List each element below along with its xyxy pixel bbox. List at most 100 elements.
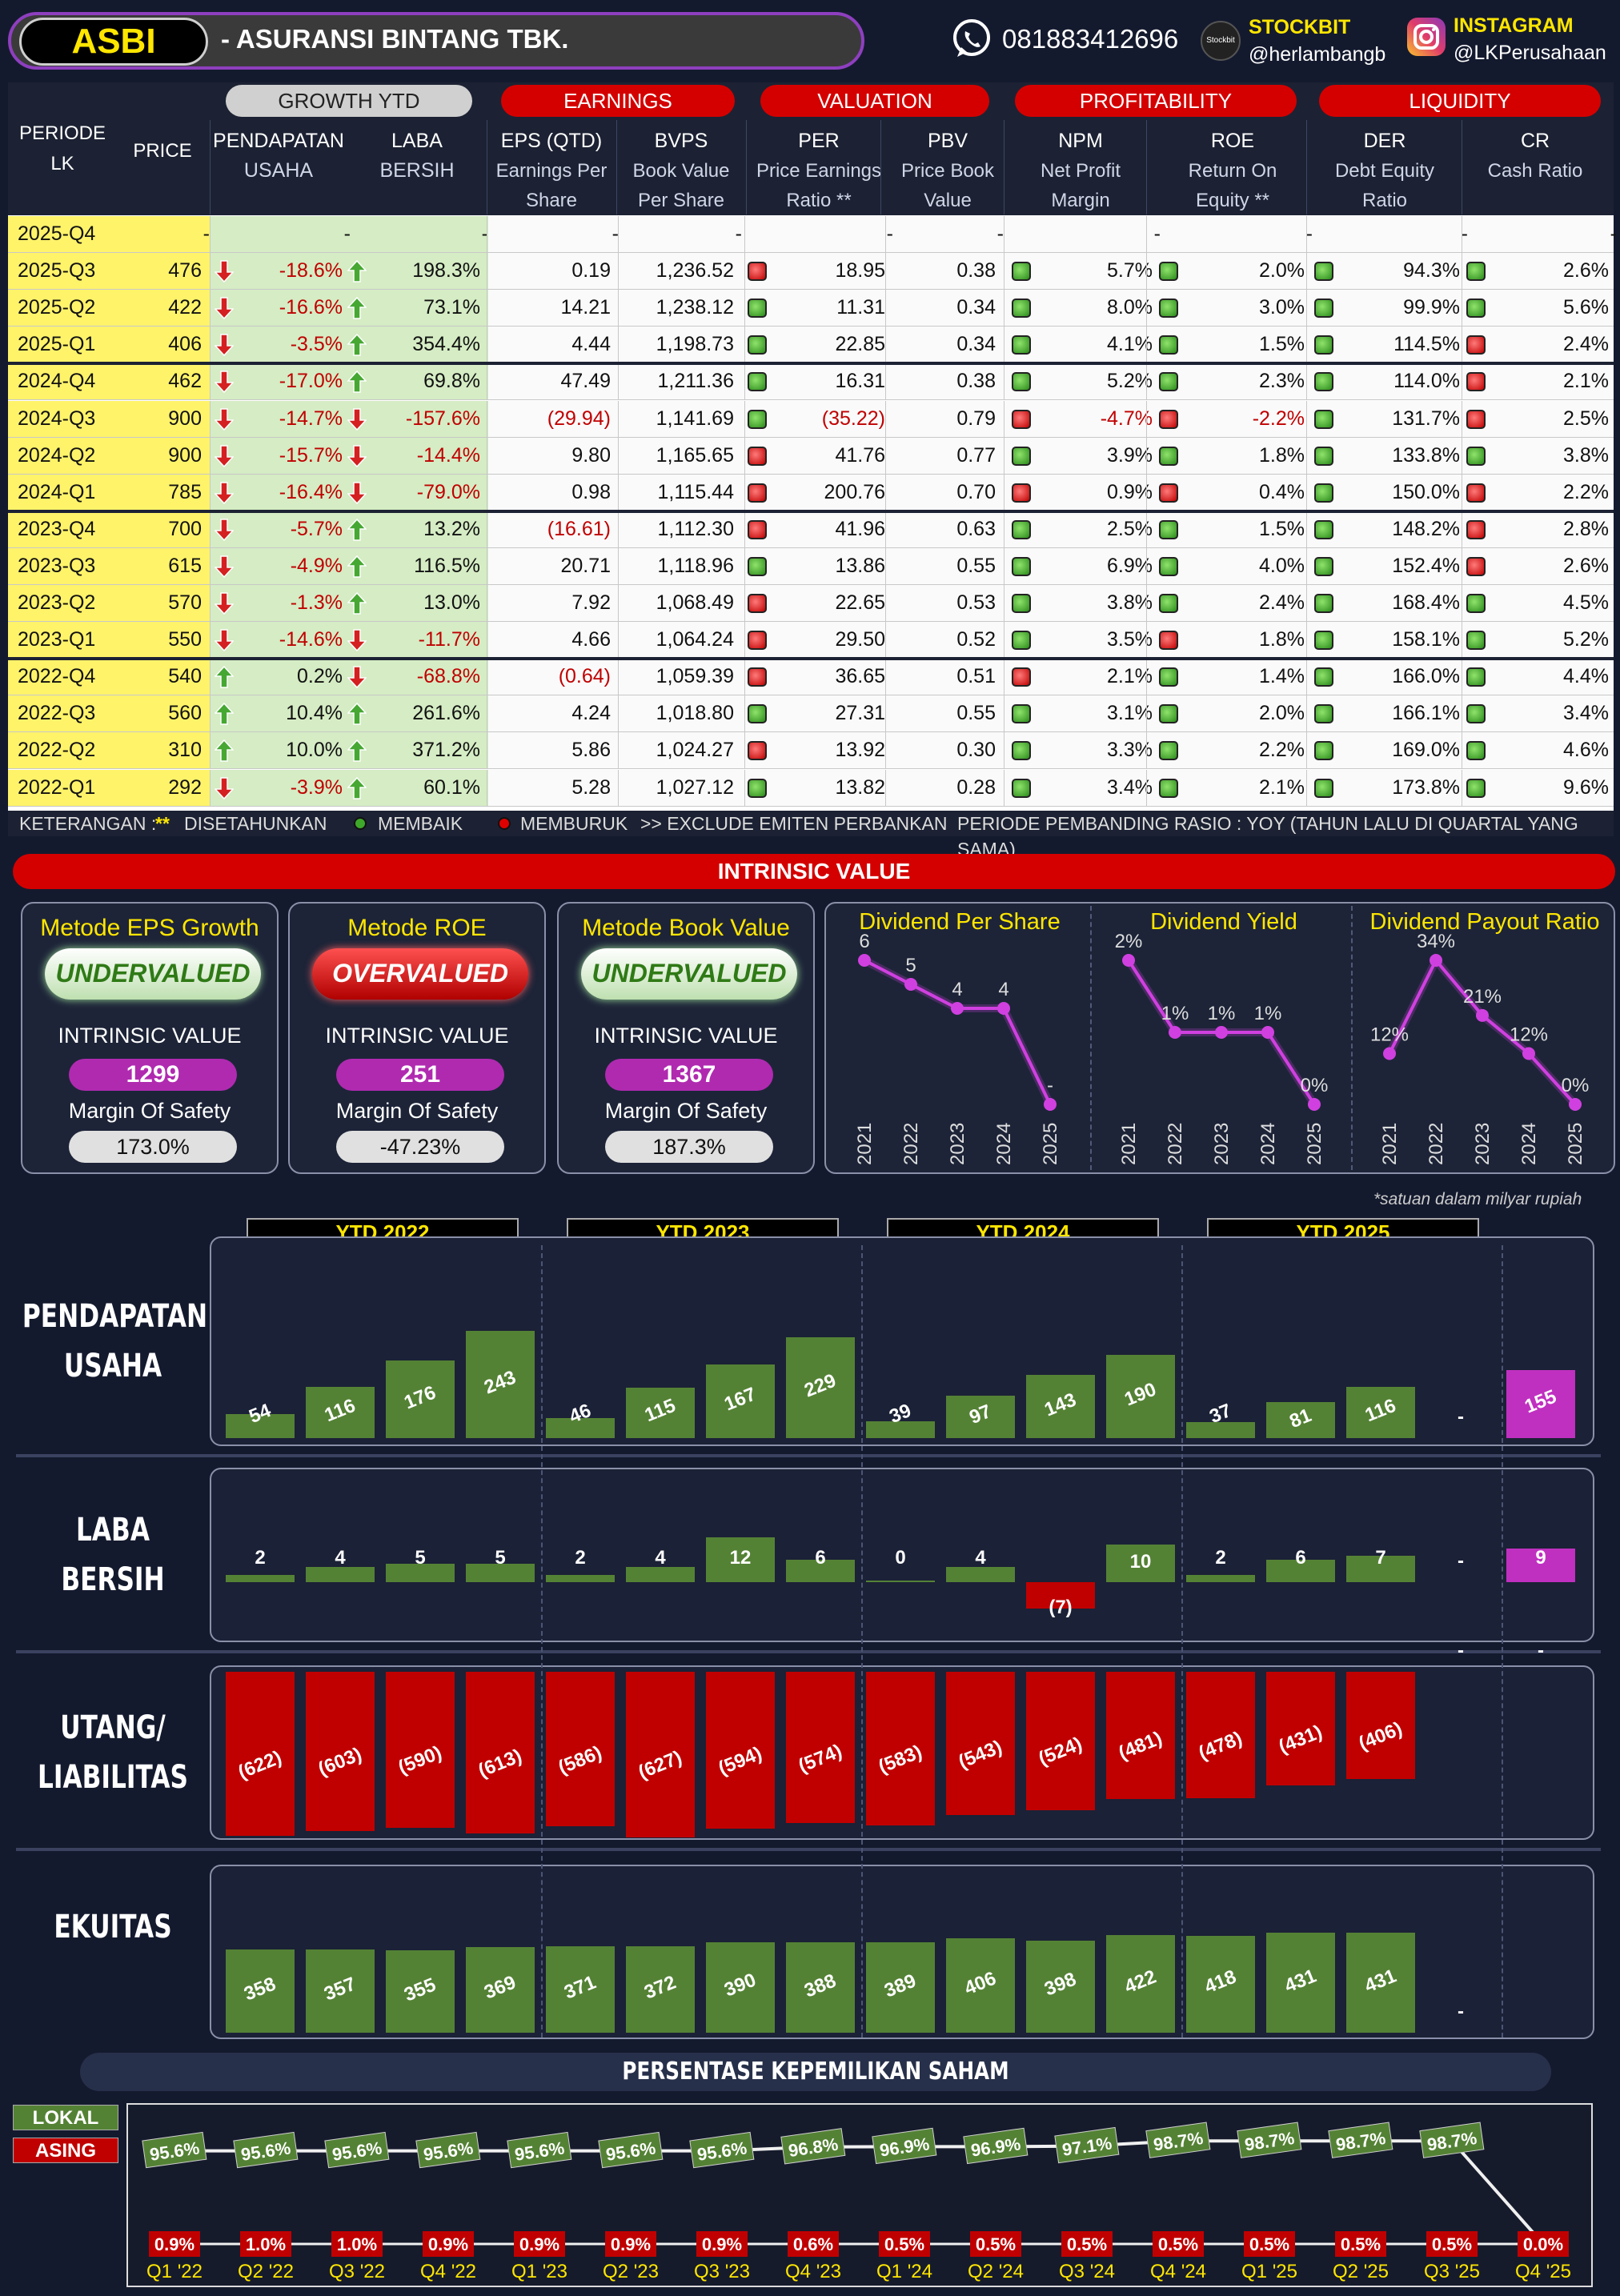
legend-exclude: >> EXCLUDE EMITEN PERBANKAN xyxy=(640,813,948,834)
cell-7: 0.63 xyxy=(956,517,996,540)
cell-11: 2.2% xyxy=(1563,480,1609,503)
period-cell-bg xyxy=(8,622,210,659)
bar-value-label: 0 xyxy=(895,1547,906,1569)
growth-cell-bg xyxy=(210,216,488,253)
period-cell-bg xyxy=(8,363,210,400)
cell-10: 99.9% xyxy=(1403,296,1460,319)
header-divider xyxy=(210,120,211,214)
bar xyxy=(386,1563,455,1582)
cell-7: 0.53 xyxy=(956,591,996,614)
table-row: 2022-Q3 560 10.4% 261.6% 4.24 1,018.80 27.31 0.… xyxy=(8,695,1614,733)
method-title: Metode ROE xyxy=(347,915,487,941)
bar-value-label: - xyxy=(1458,1640,1464,1661)
section-title-line1: LABA xyxy=(76,1512,150,1549)
status-green-icon xyxy=(1159,446,1178,466)
data-label: 1% xyxy=(1208,1003,1236,1024)
bar xyxy=(546,1574,615,1582)
cell-3: -68.8% xyxy=(416,665,480,688)
asing-point: 0.9% xyxy=(696,2231,748,2257)
period-cell-bg xyxy=(8,511,210,547)
status-green-icon xyxy=(1159,594,1178,613)
legend-bar: KETERANGAN : ** DISETAHUNKAN MEMBAIK MEM… xyxy=(8,811,1614,859)
cell-9: 1.4% xyxy=(1259,665,1305,688)
valuation-status-badge: OVERVALUED xyxy=(312,948,528,1000)
bar xyxy=(1346,1387,1415,1438)
cell-divider xyxy=(885,400,886,437)
cell-1: 476 xyxy=(168,259,202,282)
arrow-up-icon xyxy=(215,703,234,726)
cell-5: 1,118.96 xyxy=(657,554,734,577)
bar-value-label: 6 xyxy=(815,1547,826,1569)
cell-6: 29.50 xyxy=(835,628,885,651)
status-red-icon xyxy=(748,741,767,761)
bar xyxy=(1186,1672,1255,1798)
lokal-point: 95.6% xyxy=(507,2131,572,2169)
intrinsic-value-label: INTRINSIC VALUE xyxy=(325,1024,509,1048)
data-label: 5 xyxy=(905,955,916,976)
bar xyxy=(1186,1574,1255,1582)
cell-5: 1,112.30 xyxy=(657,517,734,540)
cell-divider xyxy=(885,253,886,290)
bar xyxy=(706,1537,775,1582)
bar xyxy=(226,1574,295,1582)
intrinsic-method-card: Metode ROE OVERVALUED INTRINSIC VALUE 251 Ma… xyxy=(288,902,546,1174)
status-green-icon xyxy=(1159,778,1178,798)
data-point xyxy=(858,954,871,967)
cell-divider xyxy=(618,585,619,622)
cell-8: 0.9% xyxy=(1107,480,1153,503)
cell-4: - xyxy=(612,222,619,245)
intrinsic-method-card: Metode Book Value UNDERVALUED INTRINSIC VA… xyxy=(557,902,815,1174)
bar-panel xyxy=(210,1468,1594,1642)
bar-value-label: 7 xyxy=(1375,1547,1386,1569)
period-cell-bg xyxy=(8,216,210,253)
cell-4: 47.49 xyxy=(560,370,611,393)
cell-divider xyxy=(1146,695,1147,732)
arrow-up-icon xyxy=(347,334,367,357)
status-green-icon xyxy=(1466,631,1486,651)
data-point xyxy=(1476,1008,1489,1022)
cell-9: 4.0% xyxy=(1259,554,1305,577)
period-label: 2025-Q2 xyxy=(18,296,96,319)
status-red-icon xyxy=(748,631,767,651)
cell-3: -11.7% xyxy=(418,628,480,651)
cell-2: -18.6% xyxy=(279,259,343,282)
cell-2: 0.2% xyxy=(297,665,343,688)
ownership-title: PERSENTASE KEPEMILIKAN SAHAM xyxy=(622,2058,1009,2086)
cell-divider xyxy=(744,400,745,437)
group-divider xyxy=(861,1245,863,2038)
cell-divider xyxy=(744,547,745,584)
x-tick-label: 2022 xyxy=(900,1123,922,1165)
col-header-sub: USAHA xyxy=(243,159,314,182)
header-divider xyxy=(746,120,747,214)
cell-divider xyxy=(744,511,745,547)
cell-divider xyxy=(210,400,211,437)
bar xyxy=(1266,1933,1335,2033)
asing-label: 0.6% xyxy=(793,2234,833,2254)
status-green-icon xyxy=(748,372,767,392)
lokal-point: 95.6% xyxy=(324,2131,390,2169)
cell-10: 150.0% xyxy=(1392,480,1460,503)
arrow-down-icon xyxy=(347,407,367,431)
cell-9: 0.4% xyxy=(1259,480,1305,503)
period-cell-bg xyxy=(8,327,210,363)
cell-4: (16.61) xyxy=(547,517,611,540)
cell-divider xyxy=(744,659,745,695)
cell-divider xyxy=(1306,659,1307,695)
cell-6: 36.65 xyxy=(835,665,885,688)
quarter-label: Q3 '23 xyxy=(694,2261,750,2282)
cell-1: 310 xyxy=(168,739,202,762)
data-point xyxy=(1215,1026,1228,1039)
lokal-point: 96.9% xyxy=(872,2127,937,2165)
cell-5: 1,165.65 xyxy=(656,443,734,467)
bar xyxy=(706,1672,775,1829)
status-green-icon xyxy=(1012,778,1031,798)
cell-divider xyxy=(885,659,886,695)
cell-divider xyxy=(618,769,619,806)
bar-value-label: 4 xyxy=(335,1547,346,1569)
period-cell-bg xyxy=(8,547,210,584)
cell-7: 0.79 xyxy=(956,407,996,430)
col-header-6: NPM Net Profit Margin xyxy=(1012,126,1149,215)
cell-11: 2.6% xyxy=(1563,259,1609,282)
cell-3: 354.4% xyxy=(412,333,480,356)
lokal-point: 95.6% xyxy=(415,2131,481,2169)
